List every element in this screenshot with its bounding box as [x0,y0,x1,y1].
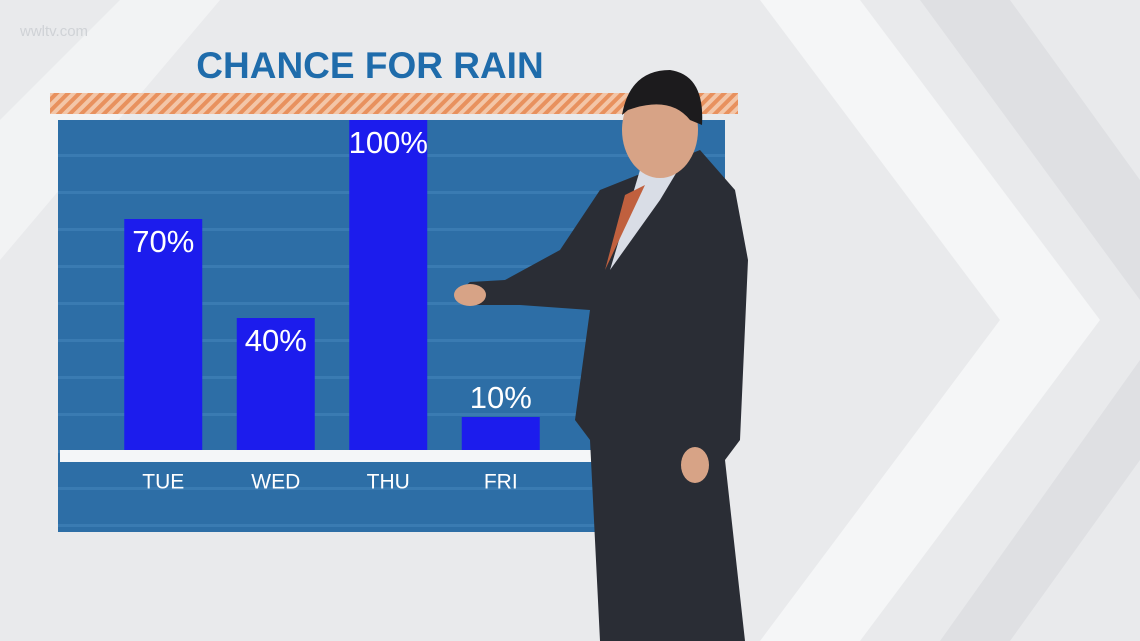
chart-title: CHANCE FOR RAIN [196,45,543,86]
value-label: 70% [132,224,194,259]
presenter [454,70,748,641]
watermark: wwltv.com [19,23,88,40]
presenter-tie [605,185,645,270]
bar [461,417,540,450]
bar [236,318,315,450]
presenter-shirt [610,150,690,270]
baseline [60,450,725,462]
presenter-hair [622,70,703,125]
value-label: 100% [349,125,428,160]
bars: TUE 70% WED 40% THU 100% FRI 10% [124,120,540,494]
x-tick-label: TUE [142,471,184,494]
x-tick-label: FRI [484,471,518,494]
presenter-hand [681,447,709,483]
presenter-hand [454,284,486,306]
value-label: 10% [470,380,532,415]
x-tick-label: THU [367,471,410,494]
chevron [920,0,1140,641]
value-label: 40% [245,323,307,358]
bar [124,219,203,450]
bar [349,120,428,450]
x-tick-label: WED [251,471,300,494]
chevron [760,0,1100,641]
presenter-suit [455,150,748,641]
title-band [50,93,738,114]
